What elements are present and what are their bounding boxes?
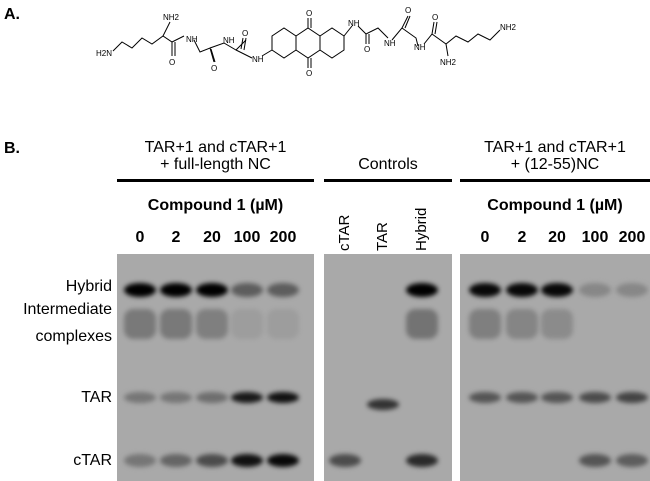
band-tar (231, 391, 263, 403)
band-ctar (267, 453, 299, 467)
lane-label: 20 (548, 229, 566, 246)
panel-b-label: B. (4, 140, 20, 157)
band-intermediate (469, 309, 501, 339)
band-intermediate (231, 309, 263, 339)
group-title-line1: TAR+1 and cTAR+1 (484, 139, 626, 156)
lane-label: 20 (203, 229, 221, 246)
gel-12-55-nc (460, 254, 650, 481)
atom-label: O (405, 6, 411, 15)
band-intermediate (124, 309, 156, 339)
band-hybrid (541, 283, 573, 297)
atom-label: NH (348, 19, 360, 28)
atom-label: NH2 (440, 58, 457, 67)
atom-label: O (364, 45, 370, 54)
compound-label: Compound 1 (µM) (487, 197, 623, 214)
group-title-line1: TAR+1 and cTAR+1 (144, 139, 287, 156)
band-intermediate (406, 309, 438, 339)
group-header-full-length: TAR+1 and cTAR+1 + full-length NC (117, 139, 314, 173)
band-label-hybrid: Hybrid (65, 278, 112, 295)
band-ctar (616, 453, 648, 467)
band-ctar (124, 453, 156, 467)
band-label-intermediate: Intermediate (23, 301, 112, 318)
atom-label: NH (223, 36, 235, 45)
atom-label: O (211, 64, 217, 73)
band-tar (124, 391, 156, 403)
gel-full-length-nc (117, 254, 314, 481)
band-hybrid (196, 283, 228, 297)
band-label-complexes: complexes (35, 328, 112, 345)
group-title-line2: + (12-55)NC (510, 156, 600, 173)
lane-label: 200 (618, 229, 646, 246)
atom-label: H2N (96, 49, 112, 58)
band-hybrid (406, 283, 438, 297)
compound-label: Compound 1 (µM) (147, 197, 284, 214)
band-tar (506, 391, 538, 403)
band-hybrid (506, 283, 538, 297)
lane-label: 2 (171, 229, 181, 246)
band-hybrid (579, 283, 611, 297)
band-ctar (406, 453, 438, 467)
band-ctar (329, 453, 361, 467)
lane-label: 2 (517, 229, 527, 246)
group-header-12-55: TAR+1 and cTAR+1 + (12-55)NC (460, 139, 650, 173)
chemical-structure: H2N NH2 O NH O NH O NH O O NH O NH O NH … (96, 6, 517, 78)
band-intermediate (196, 309, 228, 339)
band-hybrid (124, 283, 156, 297)
atom-label: O (169, 58, 175, 67)
band-hybrid (469, 283, 501, 297)
band-intermediate (267, 309, 299, 339)
atom-label: O (306, 69, 312, 78)
lane-label: 100 (233, 229, 261, 246)
band-intermediate (160, 309, 192, 339)
band-hybrid (160, 283, 192, 297)
lane-label: 0 (480, 229, 490, 246)
band-tar (196, 391, 228, 403)
atom-label: O (306, 9, 312, 18)
gel-controls (324, 254, 452, 481)
atom-label: O (242, 29, 248, 38)
band-tar (469, 391, 501, 403)
band-tar (579, 391, 611, 403)
band-tar (367, 398, 399, 410)
lane-label: 0 (135, 229, 145, 246)
band-label-ctar: cTAR (73, 452, 112, 469)
band-ctar (196, 453, 228, 467)
band-label-tar: TAR (81, 389, 112, 406)
band-tar (616, 391, 648, 403)
lane-label: TAR (374, 222, 391, 251)
band-tar (160, 391, 192, 403)
group-title-line2: + full-length NC (160, 156, 271, 173)
band-hybrid (267, 283, 299, 297)
band-ctar (579, 453, 611, 467)
atom-label: O (432, 13, 438, 22)
lane-label: Hybrid (413, 207, 430, 251)
lane-label: 200 (269, 229, 297, 246)
atom-label: NH (252, 55, 264, 64)
group-divider (117, 179, 314, 182)
band-hybrid (616, 283, 648, 297)
panel-a-label: A. (4, 6, 20, 23)
lane-label: cTAR (336, 214, 353, 251)
lane-label: 100 (581, 229, 609, 246)
band-ctar (231, 453, 263, 467)
atom-label: NH2 (163, 13, 180, 22)
group-divider (324, 179, 452, 182)
atom-label: NH (384, 39, 396, 48)
band-intermediate (506, 309, 538, 339)
atom-label: NH (414, 43, 426, 52)
group-divider (460, 179, 650, 182)
band-tar (541, 391, 573, 403)
atom-label: NH2 (500, 23, 517, 32)
band-intermediate (541, 309, 573, 339)
group-header-controls: Controls (358, 156, 418, 173)
band-tar (267, 391, 299, 403)
atom-label: NH (186, 35, 198, 44)
band-hybrid (231, 283, 263, 297)
band-ctar (160, 453, 192, 467)
